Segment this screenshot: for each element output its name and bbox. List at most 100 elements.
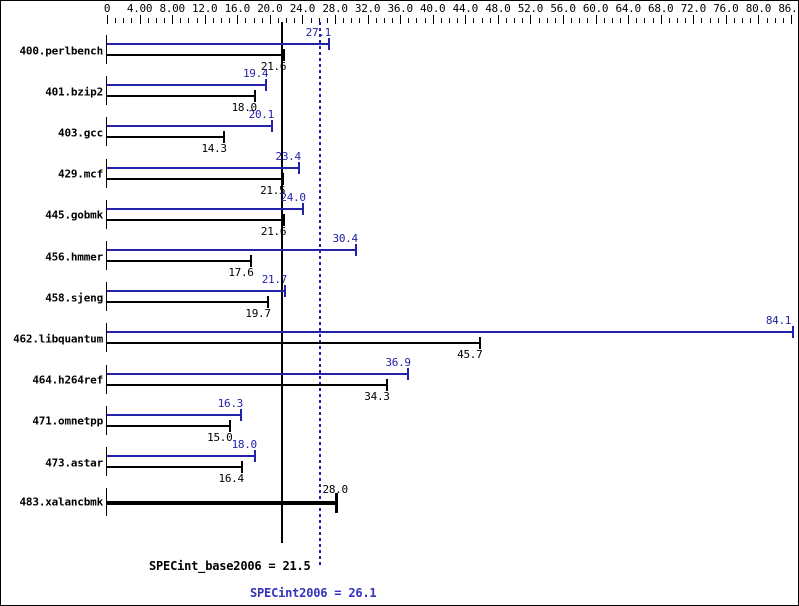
axis-tick-label: 0 [103,2,111,15]
axis-tick-label: 44.0 [452,2,479,15]
axis-tick-minor [180,18,182,23]
axis-tick-major [497,15,499,24]
bar-peak [107,43,328,45]
axis-tick-label: 12.0 [192,2,218,15]
row-origin-tick [106,76,107,106]
bar-peak [107,166,298,169]
bar-value-base: 21.6 [260,60,287,73]
bar-cap-base [386,378,389,391]
bar-value-peak: 19.4 [242,67,269,81]
bench-label-473-astar: 473.astar [45,456,103,469]
row-origin-tick [106,117,107,147]
bar-value-base: 16.4 [218,472,245,485]
bench-label-462-libquantum: 462.libquantum [13,332,103,346]
bench-label-401-bzip2: 401.bzip2 [45,85,103,99]
axis-tick-minor [750,18,752,23]
axis-tick-major [791,15,792,24]
axis-tick-minor [457,18,459,23]
bench-label-456-hmmer: 456.hmmer [45,250,103,263]
bar-base [107,136,224,139]
bar-peak [107,290,284,293]
bar-peak [107,331,792,334]
bar-cap-base [240,461,243,473]
bench-label-429-mcf: 429.mcf [58,167,103,181]
bar-cap-peak [239,408,242,421]
row-origin-tick [106,282,107,312]
axis-tick-major [628,15,630,24]
axis-tick-minor [155,18,157,23]
row-origin-tick [106,35,107,64]
axis-tick-minor [709,18,711,23]
bar-cap-merged [335,493,338,514]
bar-cap-peak [297,161,300,174]
bar-peak [107,84,265,87]
axis-tick-label: 32.0 [354,2,381,15]
axis-tick-minor [212,18,214,23]
bar-value-peak: 30.4 [332,232,359,245]
axis-tick-major [432,15,434,24]
bar-cap-base [267,296,270,309]
bar-value-base: 15.0 [207,430,233,444]
axis-tick-label: 28.0 [322,2,348,15]
bar-value-base: 18.0 [231,101,258,115]
axis-tick-minor [343,18,345,23]
axis-tick-minor [506,18,507,23]
axis-tick-minor [668,18,670,23]
bar-value-peak: 24.0 [280,190,306,204]
axis-tick-minor [115,18,117,23]
axis-tick-minor [481,18,483,23]
bar-base [107,95,254,98]
axis-tick-minor [522,18,524,23]
axis-tick-major [758,15,760,24]
axis-tick-major [530,15,532,24]
summary-base-label: SPECint_base2006 = 21.5 [149,559,311,573]
axis-tick-minor [310,18,312,23]
axis-tick-minor [131,18,133,23]
axis-tick-minor [554,18,556,23]
axis-tick-label: 24.0 [289,2,316,15]
axis-tick-minor [603,18,605,23]
axis-tick-minor [147,18,149,23]
axis-tick-major [400,15,402,24]
bar-cap-peak [264,79,267,92]
axis-tick-minor [229,18,231,23]
axis-tick-minor [351,18,353,23]
axis-tick-minor [164,18,165,23]
bar-value-base: 17.6 [228,266,254,279]
axis-tick-minor [286,18,288,23]
axis-tick-label: 8.00 [159,2,185,15]
axis-tick-minor [677,18,678,23]
bar-value-merged: 28.0 [322,483,349,497]
axis-tick-minor [587,18,589,23]
bench-label-400-perlbench: 400.perlbench [19,44,104,57]
axis-tick-major [237,15,239,24]
axis-tick-minor [701,18,703,23]
axis-tick-minor [473,18,475,23]
axis-tick-minor [416,18,418,23]
row-origin-tick [106,405,107,435]
axis-tick-minor [188,18,190,23]
bar-base [107,301,268,304]
bar-base [107,218,283,221]
bar-cap-peak [283,285,286,298]
bar-cap-peak [302,202,305,215]
axis-tick-minor [278,18,279,23]
axis-tick-label: 36.0 [387,2,413,15]
axis-tick-major [660,15,662,24]
bar-base [107,177,283,180]
bar-peak [107,207,303,210]
axis-tick-minor [253,18,255,23]
axis-tick-minor [538,18,540,23]
axis-tick-label: 16.0 [224,2,251,15]
bar-value-base: 21.6 [260,224,287,238]
axis-tick-label: 60.0 [582,2,609,15]
row-origin-tick [106,323,107,353]
axis-tick-minor [261,18,263,23]
bar-cap-peak [791,326,794,339]
bench-label-458-sjeng: 458.sjeng [45,291,103,305]
bar-value-peak: 18.0 [231,438,258,451]
bar-cap-base [253,90,256,103]
bar-base [107,466,241,468]
